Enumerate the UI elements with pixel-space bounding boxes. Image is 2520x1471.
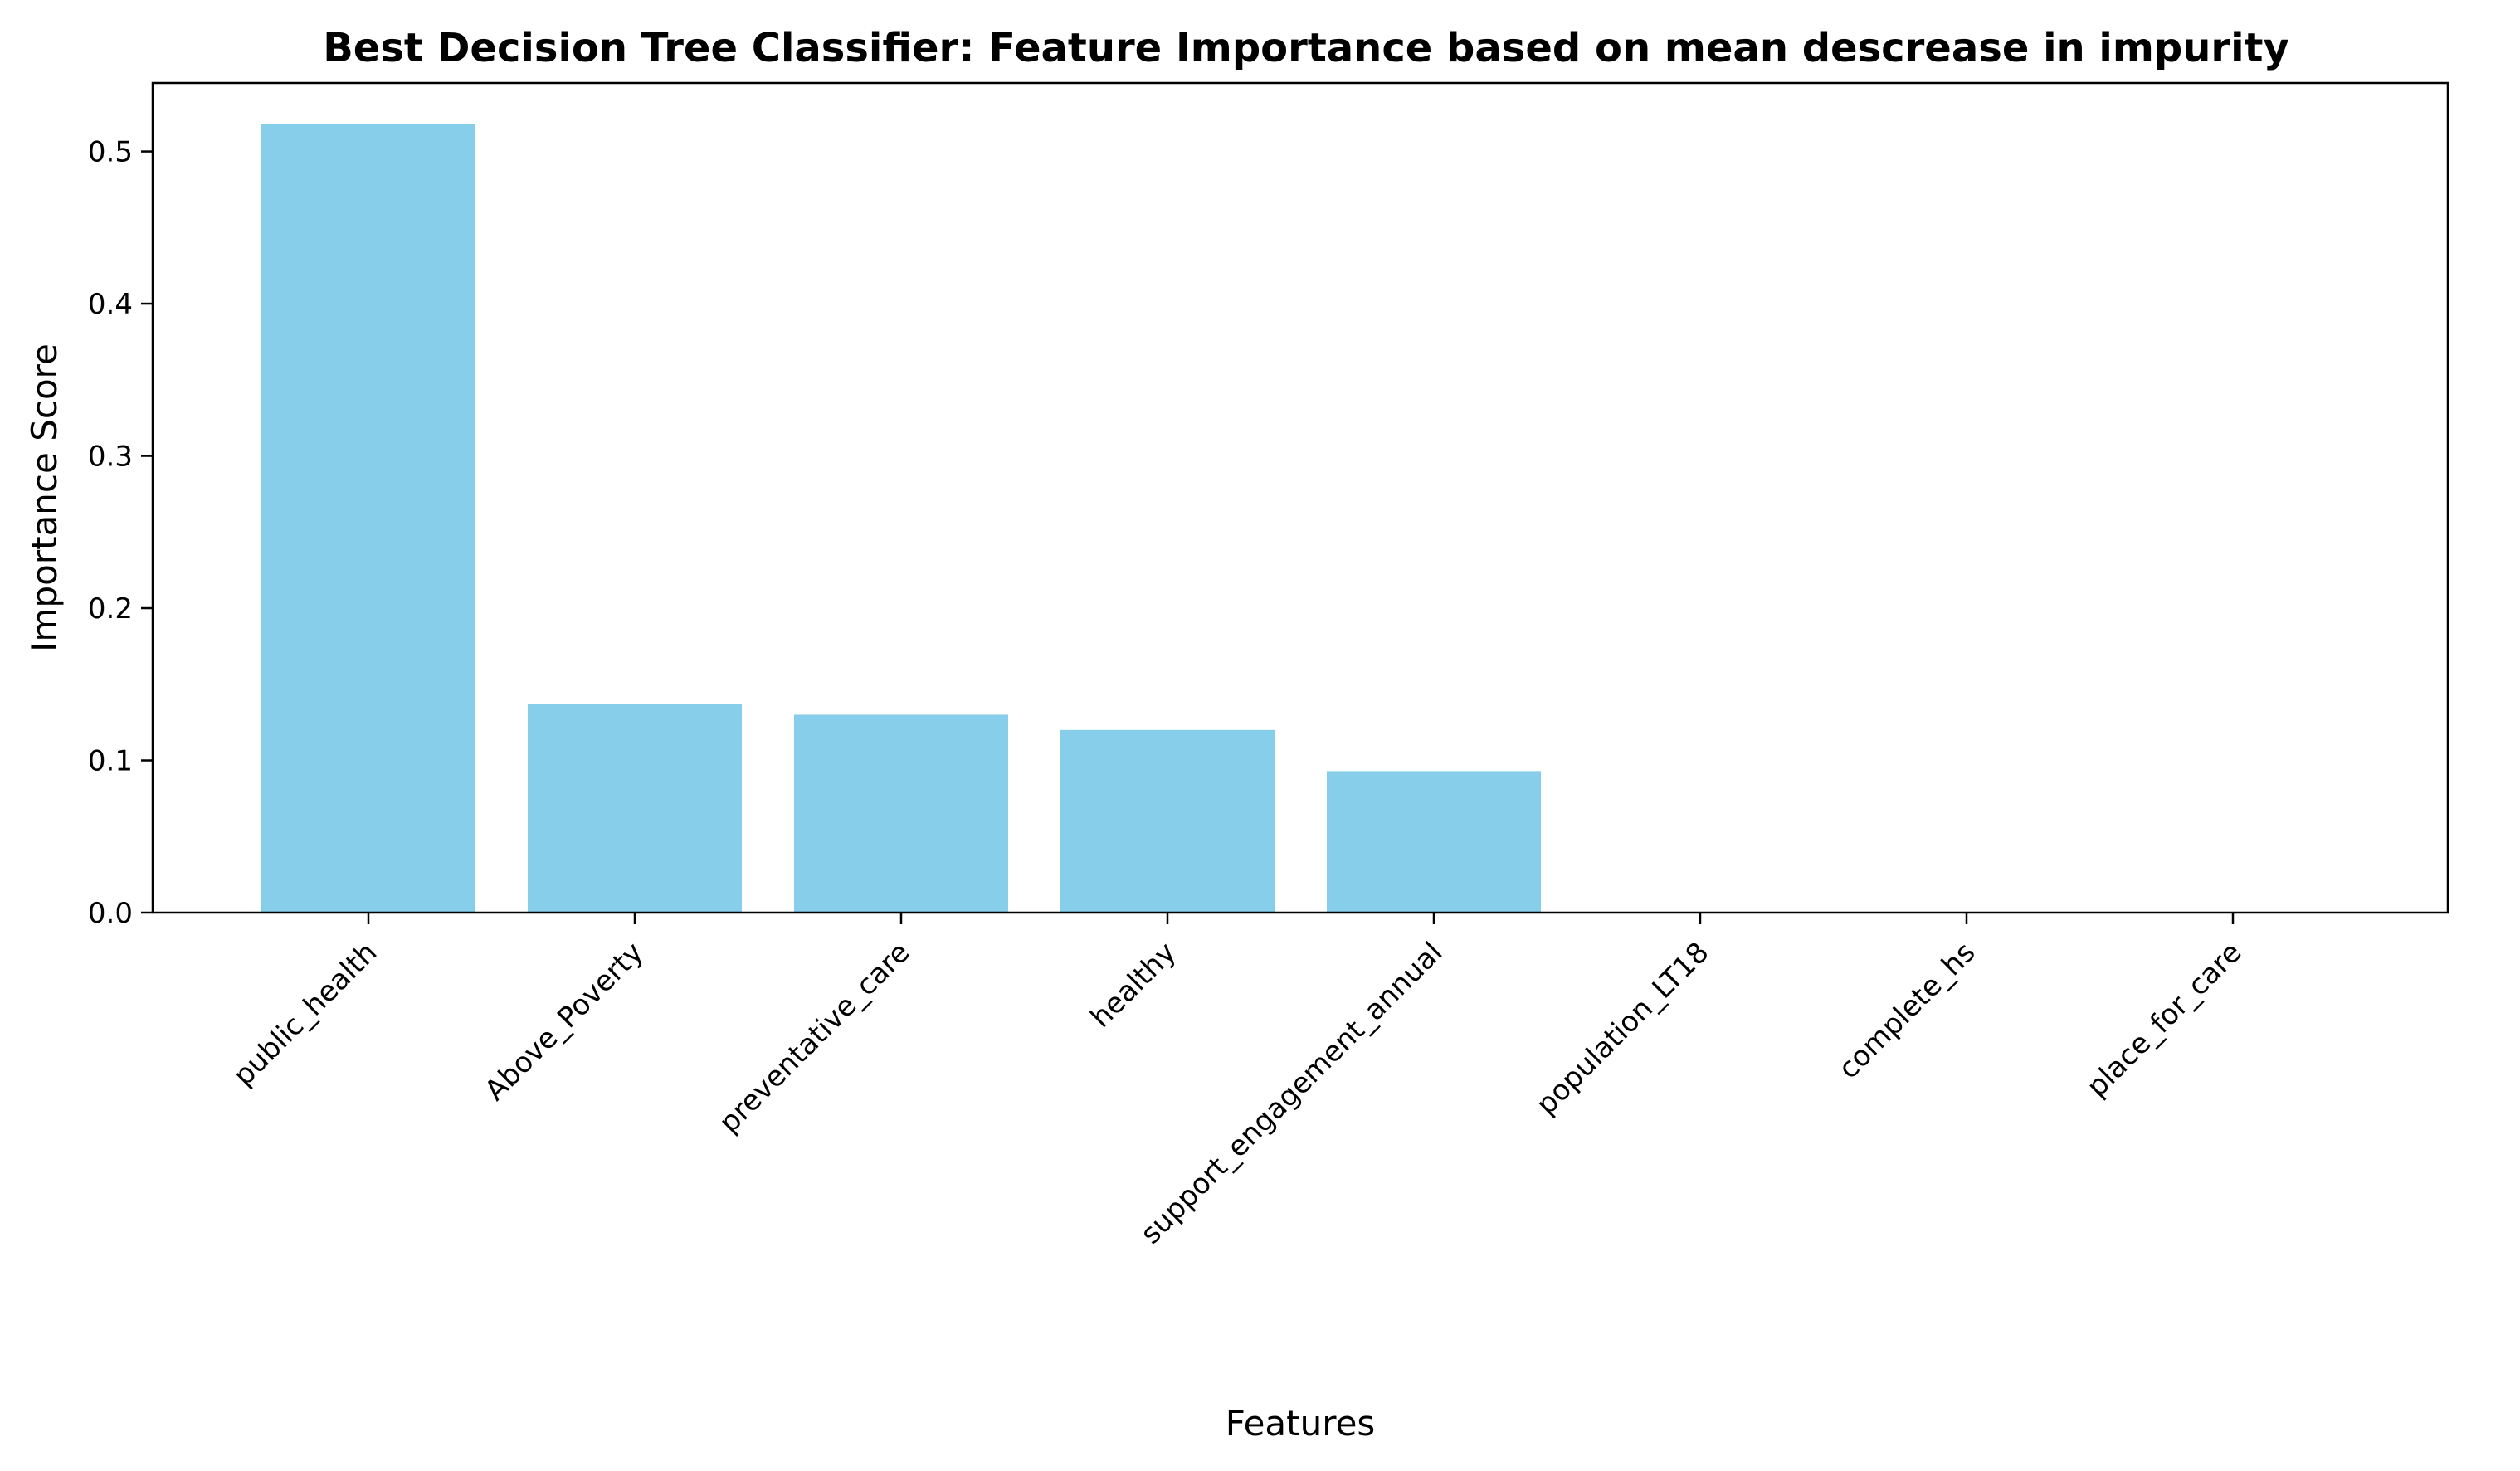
bars-group xyxy=(261,124,1541,913)
x-tick-label: public_health xyxy=(227,936,384,1093)
bar-healthy xyxy=(1060,729,1275,913)
bar-public_health xyxy=(261,124,475,913)
x-tick-label: healthy xyxy=(1085,936,1183,1035)
x-tick-label: preventative_care xyxy=(713,936,916,1139)
y-tick-label: 0.4 xyxy=(88,288,133,321)
bar-preventative_care xyxy=(794,714,1008,913)
plot-frame xyxy=(151,81,2449,914)
x-tick-label: population_LT18 xyxy=(1530,936,1716,1122)
x-tick-label: support_engagement_annual xyxy=(1134,936,1449,1250)
x-tick-label: complete_hs xyxy=(1832,936,1981,1085)
y-tick-label: 0.3 xyxy=(88,441,133,474)
bar-support_engagement_annual xyxy=(1327,771,1541,913)
x-tick-label: Above_Poverty xyxy=(479,936,651,1108)
x-tick-label: place_for_care xyxy=(2080,936,2248,1103)
y-axis: 0.0 0.1 0.2 0.3 0.4 0.5 xyxy=(88,136,153,930)
y-tick-label: 0.2 xyxy=(88,592,133,626)
y-tick-label: 0.1 xyxy=(88,745,133,778)
x-axis-title: Features xyxy=(1226,1403,1376,1444)
y-tick-label: 0.5 xyxy=(88,136,133,169)
chart-title: Best Decision Tree Classifier: Feature I… xyxy=(323,25,2289,71)
y-tick-label: 0.0 xyxy=(88,897,133,930)
x-axis: public_health Above_Poverty preventative_c… xyxy=(227,913,2248,1251)
bar-Above_Poverty xyxy=(528,704,742,913)
y-axis-title: Importance Score xyxy=(24,343,65,652)
